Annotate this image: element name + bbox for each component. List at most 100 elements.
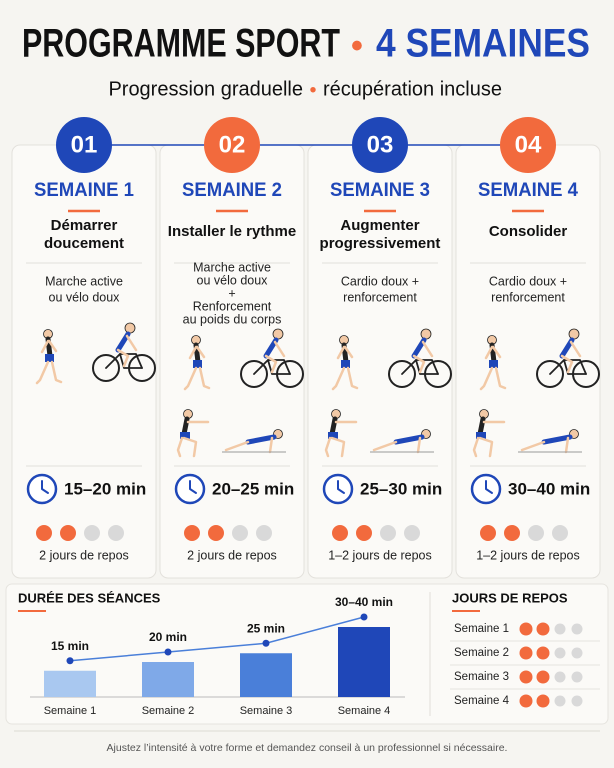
bar [142, 662, 194, 697]
limb [41, 480, 49, 494]
duration: 20–25 min [212, 479, 294, 498]
limb [494, 366, 507, 390]
clock-icon [174, 473, 206, 505]
week-activity: ou vélo doux [49, 290, 121, 304]
week-focus: Démarrer [51, 217, 118, 234]
week-label: SEMAINE 2 [182, 180, 282, 201]
limb [336, 345, 346, 360]
limb [393, 434, 425, 445]
row-label: Semaine 4 [454, 695, 510, 707]
limb [346, 366, 359, 390]
week-activity: Cardio doux + [489, 274, 567, 288]
limb [541, 434, 573, 445]
row-label: Semaine 2 [454, 647, 509, 659]
limb [183, 366, 198, 391]
rest-dot [536, 646, 550, 660]
limb [416, 436, 422, 454]
limb [268, 436, 274, 454]
bar [338, 627, 390, 697]
limb [329, 416, 338, 437]
limb [198, 366, 211, 390]
week-activity: au poids du corps [183, 312, 282, 326]
limb [188, 345, 198, 360]
week-activity: renforcement [491, 290, 565, 304]
week-label: SEMAINE 1 [34, 180, 134, 201]
rest-days: 2 jours de repos [187, 548, 277, 562]
week-activity: Marche active [193, 260, 271, 274]
helmet [420, 328, 432, 340]
helmet [124, 322, 136, 334]
empty-dot [528, 525, 544, 541]
limb [477, 416, 486, 437]
rest-dot [60, 525, 76, 541]
week-number: 03 [367, 131, 394, 158]
week-activity: ou vélo doux [197, 273, 269, 287]
limb [412, 354, 426, 374]
limb [50, 360, 63, 384]
limb [324, 436, 332, 458]
limb [560, 354, 574, 374]
shorts [180, 432, 190, 439]
empty-dot [571, 623, 583, 635]
limb [105, 353, 143, 369]
x-tick-label: Semaine 2 [142, 705, 195, 717]
cyclist-figure [536, 328, 600, 388]
duration: 30–40 min [508, 479, 590, 498]
limb [569, 340, 582, 358]
week-number: 01 [71, 131, 98, 158]
rest-dot [519, 622, 533, 636]
limb [337, 480, 345, 494]
empty-dot [554, 671, 566, 683]
wheel [388, 360, 416, 388]
week-activity: Renforcement [193, 299, 272, 313]
limb [181, 416, 190, 437]
bar [240, 653, 292, 697]
clock-icon [470, 473, 502, 505]
squat-figure [176, 409, 210, 458]
empty-dot [571, 647, 583, 659]
chart-title: DURÉE DES SÉANCES [18, 590, 161, 605]
empty-dot [554, 623, 566, 635]
plank-figure [370, 429, 434, 454]
rest-dot [519, 670, 533, 684]
walker-figure [479, 335, 507, 391]
week-number: 04 [515, 131, 542, 158]
trend-point [66, 657, 74, 665]
limb [264, 354, 278, 374]
limb [479, 366, 494, 391]
title-accent: 4 SEMAINES [376, 22, 590, 66]
limb [253, 359, 291, 375]
limb [224, 440, 250, 452]
rest-dot [519, 694, 533, 708]
limb [401, 359, 439, 375]
limb [491, 345, 502, 359]
limb [47, 339, 58, 353]
week-number: 02 [219, 131, 246, 158]
rest-dot [536, 694, 550, 708]
helmet [568, 328, 580, 340]
walker-figure [183, 335, 211, 391]
week-badge [500, 117, 556, 173]
walker-figure [35, 329, 63, 385]
value-label: 15 min [51, 639, 89, 653]
clock-icon [322, 473, 354, 505]
rest-dot [480, 525, 496, 541]
shorts [476, 432, 486, 439]
duration: 15–20 min [64, 479, 146, 498]
trend-point [262, 639, 270, 647]
value-label: 30–40 min [335, 595, 393, 609]
value-label: 20 min [149, 630, 187, 644]
week-label: SEMAINE 4 [478, 180, 578, 201]
limb [330, 436, 346, 458]
empty-dot [554, 647, 566, 659]
limb [119, 353, 143, 369]
limb [478, 436, 494, 458]
shorts [341, 360, 350, 368]
limb [176, 436, 184, 458]
empty-dot [380, 525, 396, 541]
limb [549, 359, 587, 375]
week-focus: Installer le rythme [168, 223, 296, 240]
week-activity: Cardio doux + [341, 274, 419, 288]
row-label: Semaine 1 [454, 623, 509, 635]
